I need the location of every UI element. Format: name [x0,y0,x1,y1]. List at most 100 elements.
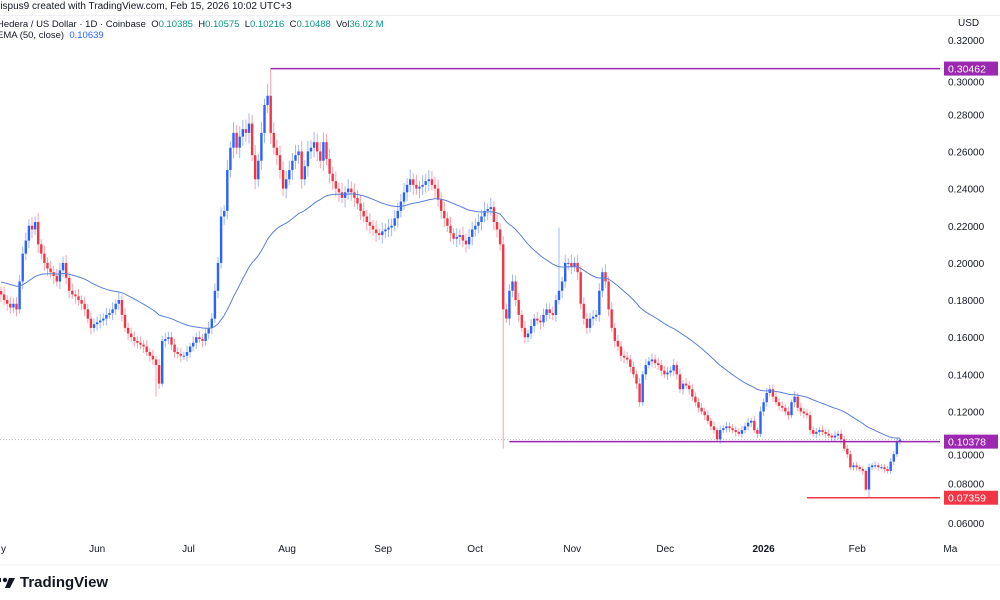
candle-body [188,346,192,353]
candle-body [58,270,62,282]
x-tick-label: Jun [89,544,105,555]
candle-body [467,236,471,245]
candle-body [269,95,272,133]
candle-body [712,426,716,431]
candle-body [883,467,886,470]
candle-body [489,207,492,210]
y-tick-label: 0.06000 [948,519,985,530]
candle-body [511,281,514,291]
candle-body [247,123,251,133]
candle-body [560,281,564,291]
candle-body [455,236,458,239]
candle-body [722,428,725,431]
candle-body [585,318,589,328]
x-tick-label: Oct [467,544,483,555]
candle-body [787,411,790,416]
candle-body [319,151,322,161]
candle-body [260,132,263,161]
candle-body [790,402,793,416]
candle-body [818,430,821,432]
candle-body [638,383,641,403]
candle-body [703,411,706,416]
candle-body [622,355,626,358]
candle-body [836,433,840,436]
candle-body [759,411,762,434]
candle-body [808,415,812,431]
candle-body [390,225,393,228]
candle-body [2,294,6,301]
candle-body [660,365,663,371]
ema-label[interactable]: EMA (50, close) [0,30,65,41]
candle-body [185,352,189,356]
candle-body [784,407,787,412]
candle-body [774,396,778,403]
candle-body [781,405,784,408]
candle-body [595,314,598,317]
candle-body [37,222,40,245]
candle-body [672,365,675,371]
candle-body [216,262,220,291]
candle-body [715,430,719,440]
x-tick-label: Dec [656,544,674,555]
candle-body [24,240,27,254]
candle-body [281,170,285,189]
y-tick-label: 0.12000 [948,408,985,419]
candle-body [626,357,629,360]
candle-body [502,244,505,310]
x-tick-label: Sep [374,544,392,555]
volume-label: Vol [336,19,350,30]
candle-body [316,142,319,152]
candle-body [378,233,381,236]
candle-body [588,318,592,328]
candle-body [675,365,678,375]
candle-body [285,179,288,189]
candle-body [226,170,229,211]
candle-body [142,344,145,347]
candle-body [43,253,46,263]
ema-line [0,193,901,439]
candle-body [145,346,148,353]
candle-body [430,179,434,185]
candle-body [855,465,858,468]
candle-body [371,225,375,230]
candle-body [68,277,71,291]
candle-body [139,342,142,345]
candle-body [18,281,21,310]
candle-body [210,318,213,328]
candle-body [409,179,412,185]
candle-body [102,318,105,321]
candle-body [303,166,306,180]
candle-body [570,262,573,267]
x-tick-label: Nov [563,544,581,555]
candle-body [365,216,368,223]
tradingview-logo: TradingView [0,574,108,591]
candle-body [117,300,120,304]
candle-body [120,300,124,315]
candle-body [688,385,691,390]
candle-body [520,314,523,328]
candle-body [684,383,688,386]
open-label: O [151,19,159,30]
candle-body [74,294,77,297]
candle-body [322,142,325,161]
candle-body [40,244,43,254]
candle-body [573,262,576,267]
candle-body [533,318,536,327]
candle-body [337,188,341,193]
candle-body [657,363,660,366]
candle-body [334,181,337,189]
candle-body [746,422,750,427]
candle-body [427,179,430,182]
candle-body [548,309,551,314]
candle-body [619,346,623,356]
candle-body [424,181,427,185]
candle-body [418,186,421,189]
candle-body [892,454,895,462]
candle-body [483,210,486,217]
candle-body [179,353,182,356]
candle-body [821,430,824,432]
candle-body [898,439,902,442]
symbol-title[interactable]: Hedera / US Dollar · 1D · Coinbase [0,19,146,30]
candle-body [30,225,34,230]
